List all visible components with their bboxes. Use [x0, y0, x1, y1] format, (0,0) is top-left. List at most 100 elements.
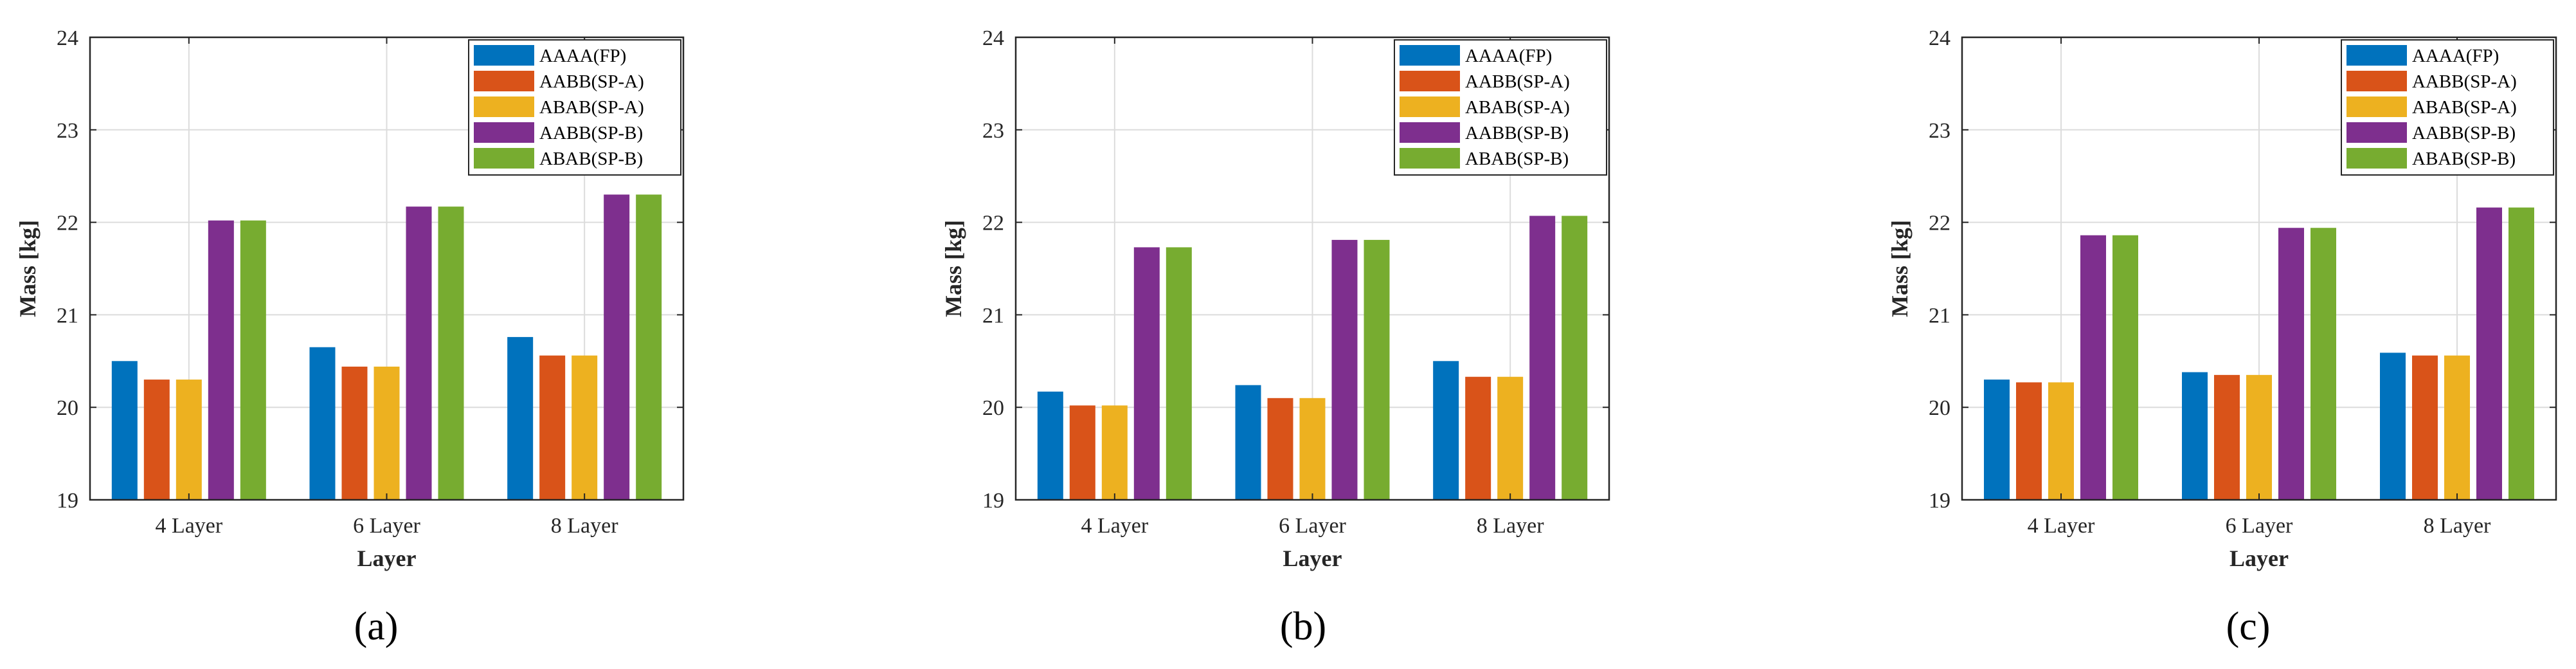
bar-aabb-sp-b-4-layer	[208, 220, 234, 500]
x-axis-label: Layer	[1283, 545, 1342, 571]
bar-aaaa-fp-6-layer	[2182, 372, 2208, 500]
x-tick-label: 8 Layer	[2424, 514, 2491, 538]
bar-abab-sp-b-6-layer	[2310, 228, 2336, 500]
caption-paren-open: (	[354, 605, 368, 648]
y-tick-label: 24	[57, 26, 78, 50]
legend-entry-label: AAAA(FP)	[539, 46, 626, 66]
bar-abab-sp-a-6-layer	[1299, 398, 1326, 500]
legend: AAAA(FP) AABB(SP-A) ABAB(SP-A) AABB(SP-B) AB…	[1394, 39, 1607, 176]
x-tick-label: 6 Layer	[1279, 514, 1346, 538]
y-tick-label: 24	[982, 26, 1004, 50]
caption-letter: c	[2239, 605, 2257, 648]
legend-swatch	[2346, 96, 2407, 117]
legend-swatch	[1400, 71, 1460, 91]
panel-caption: (b)	[1280, 605, 1326, 648]
bar-aabb-sp-a-8-layer	[2412, 355, 2438, 500]
legend-swatch	[474, 122, 534, 143]
legend: AAAA(FP) AABB(SP-A) ABAB(SP-A) AABB(SP-B) AB…	[468, 39, 681, 176]
legend-entry-label: AABB(SP-A)	[1465, 71, 1570, 92]
y-tick-label: 21	[982, 304, 1004, 327]
legend-entry-label: AABB(SP-B)	[2412, 123, 2516, 143]
bar-aaaa-fp-4-layer	[111, 361, 138, 500]
bar-abab-sp-a-8-layer	[1497, 376, 1524, 500]
chart-panel-b: 19 20 21 22 23 24 4 Layer 6 Layer 8 Layer Layer Ma…	[941, 26, 1610, 648]
bar-aabb-sp-b-6-layer	[406, 206, 432, 500]
legend-swatch	[474, 45, 534, 66]
legend-swatch	[2346, 122, 2407, 143]
bar-aaaa-fp-6-layer	[309, 347, 336, 500]
y-tick-label: 22	[982, 212, 1004, 235]
y-tick-label: 24	[1929, 26, 1950, 50]
caption-paren-close: )	[1313, 605, 1327, 648]
bar-aabb-sp-b-8-layer	[604, 194, 630, 500]
bar-aabb-sp-a-4-layer	[1069, 405, 1095, 500]
caption-paren-open: (	[2226, 605, 2240, 648]
legend-entry-label: ABAB(SP-A)	[1465, 97, 1570, 118]
y-tick-label: 19	[982, 489, 1004, 513]
bar-aabb-sp-a-8-layer	[1465, 376, 1491, 500]
legend-entry-label: AABB(SP-A)	[539, 71, 644, 92]
bar-aaaa-fp-8-layer	[507, 336, 534, 500]
bar-aabb-sp-b-6-layer	[2278, 228, 2304, 500]
y-tick-label: 21	[1929, 304, 1950, 327]
bar-abab-sp-b-8-layer	[636, 194, 662, 500]
bar-aaaa-fp-8-layer	[2380, 353, 2406, 500]
bar-aabb-sp-a-8-layer	[539, 355, 566, 500]
legend-swatch	[1400, 122, 1460, 143]
y-tick-label: 23	[57, 119, 78, 143]
bar-abab-sp-b-6-layer	[1364, 239, 1390, 500]
legend-entry-label: ABAB(SP-B)	[1465, 149, 1569, 169]
y-tick-label: 22	[57, 212, 78, 235]
bar-aabb-sp-a-6-layer	[341, 366, 368, 500]
y-tick-label: 22	[1929, 212, 1950, 235]
legend-swatch	[474, 148, 534, 169]
legend-swatch	[474, 71, 534, 91]
bar-abab-sp-a-8-layer	[572, 355, 598, 500]
bar-abab-sp-a-4-layer	[2048, 382, 2074, 500]
caption-letter: b	[1293, 605, 1313, 648]
bar-aabb-sp-a-4-layer	[2016, 382, 2042, 500]
bar-aabb-sp-b-4-layer	[1133, 247, 1160, 500]
bar-aabb-sp-b-4-layer	[2080, 235, 2106, 500]
x-tick-label: 6 Layer	[353, 514, 420, 538]
legend-swatch	[1400, 148, 1460, 169]
bar-abab-sp-b-8-layer	[2508, 207, 2534, 500]
bar-aaaa-fp-6-layer	[1235, 385, 1261, 500]
bar-abab-sp-a-6-layer	[2246, 374, 2272, 500]
bar-aabb-sp-a-6-layer	[2214, 374, 2240, 500]
x-tick-label: 6 Layer	[2226, 514, 2293, 538]
bar-aaaa-fp-4-layer	[1037, 391, 1063, 500]
x-tick-label: 8 Layer	[1477, 514, 1544, 538]
legend-entry-label: AAAA(FP)	[2412, 46, 2499, 66]
bar-abab-sp-b-4-layer	[2112, 235, 2138, 500]
chart-panel-a: 19 20 21 22 23 24 4 Layer 6 Layer 8 Layer Layer Ma…	[15, 26, 685, 648]
y-axis-label: Mass [kg]	[15, 220, 41, 317]
legend: AAAA(FP) AABB(SP-A) ABAB(SP-A) AABB(SP-B) AB…	[2341, 39, 2554, 176]
legend-entry-label: ABAB(SP-B)	[2412, 149, 2516, 169]
bar-aabb-sp-a-6-layer	[1267, 398, 1293, 500]
legend-swatch	[2346, 148, 2407, 169]
legend-entry-label: ABAB(SP-A)	[539, 97, 644, 118]
caption-paren-close: )	[385, 605, 399, 648]
bar-abab-sp-a-6-layer	[374, 366, 400, 500]
bar-aabb-sp-a-4-layer	[143, 380, 170, 500]
caption-paren-open: (	[1280, 605, 1293, 648]
bar-abab-sp-a-4-layer	[176, 380, 202, 500]
legend-entry-label: AABB(SP-A)	[2412, 71, 2517, 92]
y-tick-label: 20	[982, 396, 1004, 420]
y-tick-label: 20	[1929, 396, 1950, 420]
x-tick-label: 4 Layer	[2028, 514, 2095, 538]
bar-aabb-sp-b-8-layer	[2476, 207, 2502, 500]
x-tick-label: 4 Layer	[155, 514, 222, 538]
y-tick-label: 23	[1929, 119, 1950, 143]
y-tick-label: 19	[57, 489, 78, 513]
legend-swatch	[474, 96, 534, 117]
y-axis-label: Mass [kg]	[1887, 220, 1913, 317]
bar-aabb-sp-b-6-layer	[1331, 239, 1358, 500]
y-tick-label: 21	[57, 304, 78, 327]
y-tick-label: 20	[57, 396, 78, 420]
caption-paren-close: )	[2257, 605, 2271, 648]
bar-abab-sp-b-4-layer	[240, 220, 266, 500]
x-axis-label: Layer	[357, 545, 417, 571]
